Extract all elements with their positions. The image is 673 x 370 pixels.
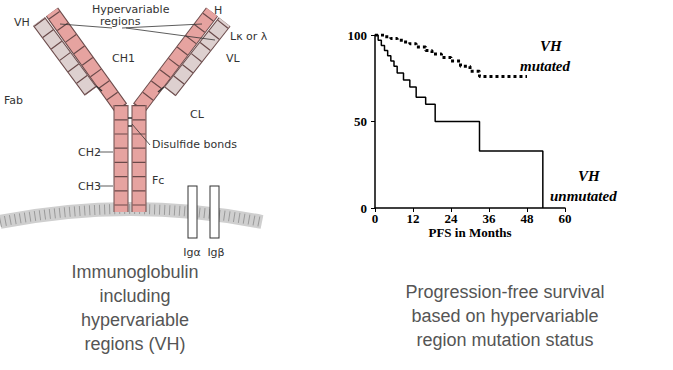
svg-text:Immunoglobulin: Immunoglobulin — [71, 262, 198, 282]
svg-text:VH: VH — [14, 16, 30, 29]
svg-text:VL: VL — [226, 52, 241, 65]
svg-text:50: 50 — [354, 114, 367, 129]
svg-text:including: including — [99, 286, 170, 306]
svg-text:100: 100 — [348, 28, 368, 43]
svg-text:H: H — [214, 4, 222, 17]
svg-text:regions: regions — [100, 15, 141, 28]
svg-text:PFS in Months: PFS in Months — [428, 225, 511, 240]
svg-text:region mutation status: region mutation status — [416, 330, 593, 350]
svg-text:Progression-free survival: Progression-free survival — [405, 282, 604, 302]
svg-text:Igα: Igα — [183, 246, 200, 259]
svg-text:12: 12 — [407, 211, 420, 226]
svg-text:Fc: Fc — [152, 174, 164, 187]
svg-text:Disulfide bonds: Disulfide bonds — [152, 138, 237, 151]
svg-text:Fab: Fab — [4, 94, 23, 107]
svg-text:Hypervariable: Hypervariable — [92, 3, 170, 16]
svg-text:CL: CL — [190, 108, 205, 121]
svg-text:VH: VH — [540, 38, 563, 54]
svg-text:CH1: CH1 — [112, 52, 135, 65]
svg-text:VH: VH — [578, 168, 601, 184]
svg-text:0: 0 — [361, 201, 368, 216]
svg-text:0: 0 — [372, 211, 379, 226]
svg-text:Lκ or λ: Lκ or λ — [230, 30, 268, 43]
svg-text:mutated: mutated — [520, 58, 571, 74]
svg-text:based on hypervariable: based on hypervariable — [411, 306, 598, 326]
svg-text:regions (VH): regions (VH) — [84, 334, 185, 354]
svg-text:60: 60 — [559, 211, 572, 226]
svg-text:48: 48 — [521, 211, 535, 226]
svg-text:CH3: CH3 — [78, 180, 101, 193]
svg-text:Igβ: Igβ — [207, 246, 224, 259]
svg-text:unmutated: unmutated — [550, 188, 617, 204]
svg-text:36: 36 — [483, 211, 497, 226]
svg-text:CH2: CH2 — [78, 146, 101, 159]
svg-text:hypervariable: hypervariable — [81, 310, 189, 330]
svg-text:24: 24 — [445, 211, 459, 226]
